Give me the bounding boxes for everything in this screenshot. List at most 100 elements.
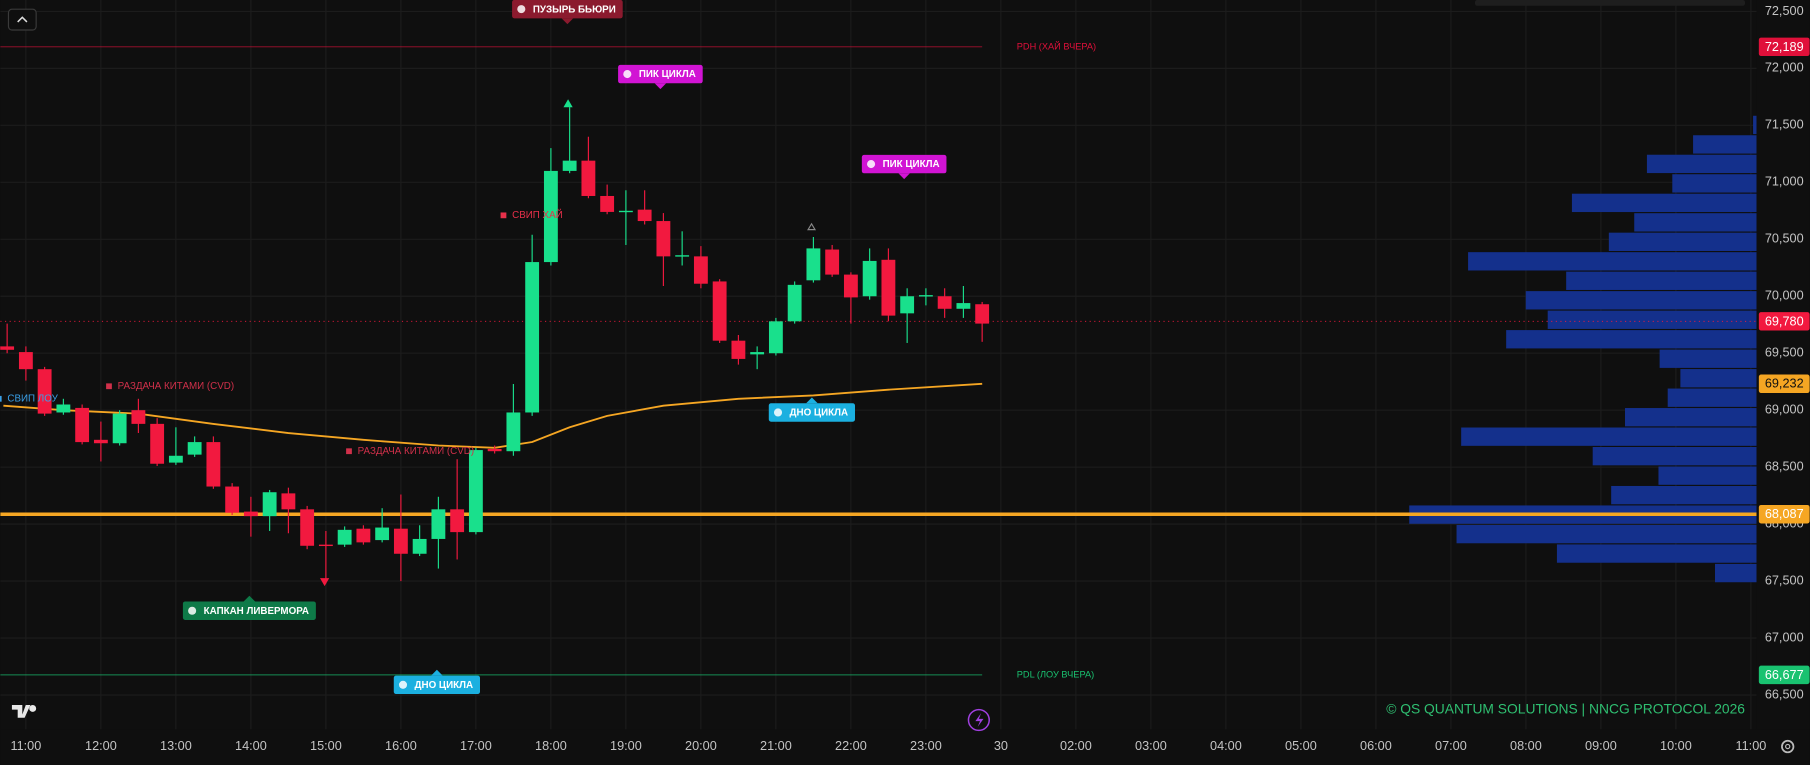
collapse-button-frame[interactable] xyxy=(7,8,37,31)
settings-icon-core[interactable] xyxy=(1785,743,1791,750)
candle-body xyxy=(975,304,990,324)
lightning-button[interactable] xyxy=(967,708,990,732)
price-line-label: PDH (ХАЙ ВЧЕРА) xyxy=(1017,40,1096,51)
price-tag-label: 68,087 xyxy=(1765,507,1804,521)
candle-body xyxy=(375,527,390,541)
profile-bar xyxy=(1506,330,1757,349)
candle-body xyxy=(168,455,183,463)
signal-marker xyxy=(320,578,330,587)
profile-bar xyxy=(1672,174,1757,193)
candle-body xyxy=(75,407,90,443)
annotations: ПУЗЫРЬ БЬЮРИ ПИК ЦИКЛА ПИК ЦИКЛА ДНО ЦИКЛА Д… xyxy=(0,0,947,695)
price-tag-label: 72,189 xyxy=(1765,40,1804,54)
candle-body xyxy=(768,321,783,354)
annotation-pointer xyxy=(431,669,443,676)
x-tick-label: 10:00 xyxy=(1660,739,1692,753)
candle-body xyxy=(318,544,333,547)
candle-body xyxy=(281,493,296,510)
collapse-button[interactable] xyxy=(7,8,37,31)
profile-bar xyxy=(1693,135,1757,154)
y-tick-label: 72,000 xyxy=(1765,61,1804,75)
settings-icon[interactable] xyxy=(1781,739,1795,754)
profile-bar xyxy=(1753,115,1757,135)
price-tags: 72,189 69,780 68,087 66,677 69,232 xyxy=(1758,37,1810,685)
candle-body xyxy=(431,509,446,539)
collapse-icon[interactable] xyxy=(17,16,28,23)
x-tick-label: 17:00 xyxy=(460,739,492,753)
y-tick-label: 69,500 xyxy=(1765,346,1804,360)
annotation-text: РАЗДАЧА КИТАМИ (CVD) xyxy=(358,446,475,457)
profile-bar xyxy=(1634,213,1757,232)
profile-bar xyxy=(1608,232,1757,252)
annotation-label: ДНО ЦИКЛА xyxy=(415,680,474,691)
watermark: © QS QUANTUM SOLUTIONS | NNCG PROTOCOL 2… xyxy=(1386,700,1745,716)
candle-body xyxy=(825,249,840,275)
annotation-marker xyxy=(0,395,2,402)
x-tick-label: 11:00 xyxy=(10,739,41,753)
price-tag xyxy=(1758,374,1810,393)
candle-body xyxy=(337,529,352,545)
volume-profile xyxy=(1409,115,1757,583)
candle-body xyxy=(300,509,315,546)
profile-bar xyxy=(1625,408,1757,427)
annotation-box xyxy=(393,675,481,695)
candle-body xyxy=(918,295,933,297)
profile-bar xyxy=(1571,193,1757,213)
y-tick-label: 71,000 xyxy=(1765,175,1804,189)
x-tick-label: 14:00 xyxy=(235,739,267,753)
x-tick-label: 15:00 xyxy=(310,739,342,753)
y-tick-label: 68,500 xyxy=(1765,460,1804,474)
annotation-text: СВИП ХАЙ xyxy=(512,209,563,221)
price-tag-label: 69,780 xyxy=(1765,314,1804,328)
annotation-label: ДНО ЦИКЛА xyxy=(790,408,849,419)
x-tick-label: 16:00 xyxy=(385,739,417,753)
lightning-icon[interactable] xyxy=(975,713,984,727)
x-tick-label: 09:00 xyxy=(1585,739,1617,753)
x-tick-label: 19:00 xyxy=(610,739,642,753)
price-tag xyxy=(1758,37,1810,57)
annotation-label: ПИК ЦИКЛА xyxy=(639,69,696,80)
annotation-pointer xyxy=(806,397,818,404)
x-tick-label: 08:00 xyxy=(1510,739,1542,753)
lightning-circle[interactable] xyxy=(967,708,990,732)
x-tick-label: 06:00 xyxy=(1360,739,1392,753)
settings-button[interactable] xyxy=(1781,739,1795,754)
annotation-marker xyxy=(500,212,507,219)
signal-marker xyxy=(807,222,817,231)
x-tick-label: 04:00 xyxy=(1210,739,1242,753)
annotation-label: КАПКАН ЛИВЕРМОРА xyxy=(204,606,309,617)
x-tick-label: 20:00 xyxy=(685,739,717,753)
candle-body xyxy=(750,352,765,355)
candle-body xyxy=(731,340,746,359)
candle-body xyxy=(506,412,521,452)
candle-body xyxy=(675,255,690,257)
annotation: КАПКАН ЛИВЕРМОРА xyxy=(182,595,316,620)
price-tag-label: 66,677 xyxy=(1765,668,1804,682)
price-axis-bg xyxy=(1756,0,1810,730)
profile-bar xyxy=(1566,271,1757,290)
y-tick-label: 70,500 xyxy=(1765,232,1804,246)
candles xyxy=(0,107,990,584)
candle-body xyxy=(525,262,540,413)
candle-body xyxy=(862,260,877,297)
x-tick-label: 11:00 xyxy=(1736,739,1767,753)
price-tag-label: 69,232 xyxy=(1765,377,1804,391)
x-tick-label: 12:00 xyxy=(85,739,117,753)
annotation-icon xyxy=(867,160,876,169)
candle-body xyxy=(468,450,483,533)
annotation-text: СВИП ЛОУ xyxy=(7,393,58,404)
annotation-label: ПИК ЦИКЛА xyxy=(883,159,940,170)
candle-body xyxy=(562,160,577,171)
y-tick-label: 70,000 xyxy=(1765,289,1804,303)
annotation-box xyxy=(861,154,947,174)
time-axis-bg xyxy=(0,729,1810,765)
price-tag xyxy=(1758,665,1810,685)
candle-body xyxy=(243,511,258,517)
annotation: ПУЗЫРЬ БЬЮРИ xyxy=(512,0,623,25)
profile-bar xyxy=(1547,310,1757,329)
candle-body xyxy=(412,538,427,554)
annotation-icon xyxy=(773,408,783,417)
x-tick-label: 02:00 xyxy=(1060,739,1092,753)
candle-body xyxy=(450,509,465,533)
candle-body xyxy=(600,195,615,212)
